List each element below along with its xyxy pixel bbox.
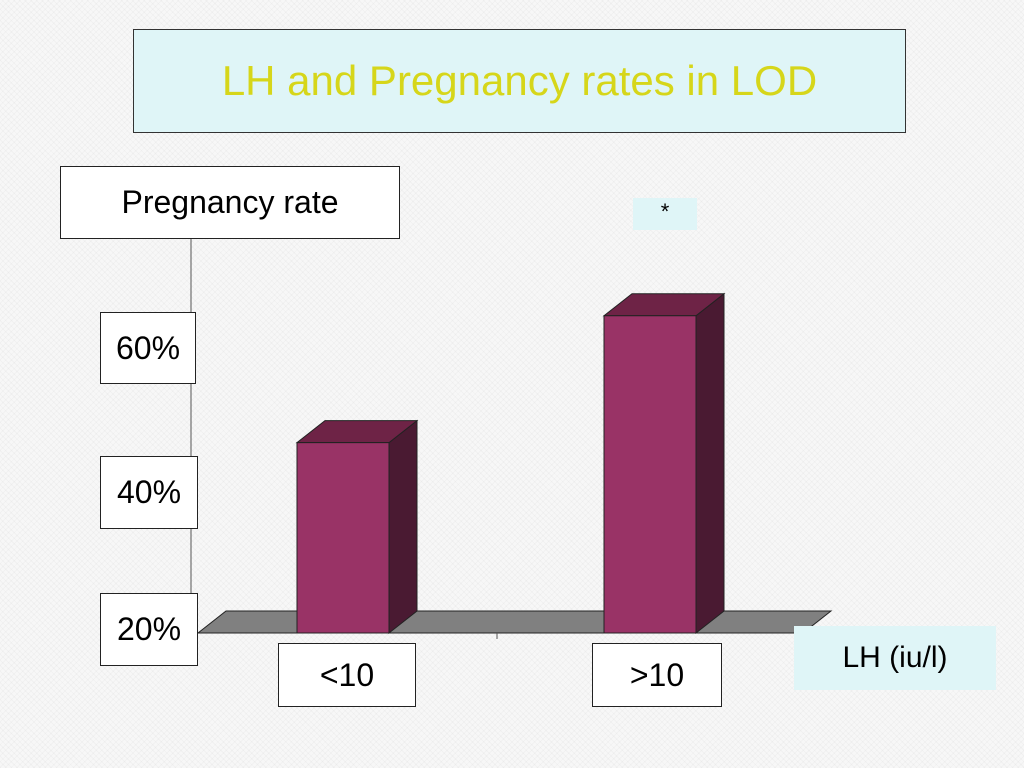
y-tick-label: 60%: [100, 312, 196, 384]
bar: [602, 292, 726, 635]
x-category-label: <10: [278, 643, 416, 707]
y-tick-label: 40%: [100, 456, 198, 529]
y-tick-label: 20%: [100, 593, 198, 666]
bar: [295, 419, 419, 635]
y-axis-label: Pregnancy rate: [60, 166, 400, 239]
title-box: LH and Pregnancy rates in LOD: [133, 29, 906, 133]
bars-group: [295, 292, 726, 635]
x-category-label: >10: [592, 643, 722, 707]
bar-side: [695, 292, 725, 635]
bar-front: [603, 315, 697, 634]
significance-marker: *: [633, 198, 697, 230]
bar-side: [388, 419, 418, 635]
chart-title: LH and Pregnancy rates in LOD: [221, 57, 818, 104]
chart-floor: [196, 610, 833, 634]
x-axis-label: LH (iu/l): [794, 626, 996, 690]
bar-front: [296, 442, 390, 634]
